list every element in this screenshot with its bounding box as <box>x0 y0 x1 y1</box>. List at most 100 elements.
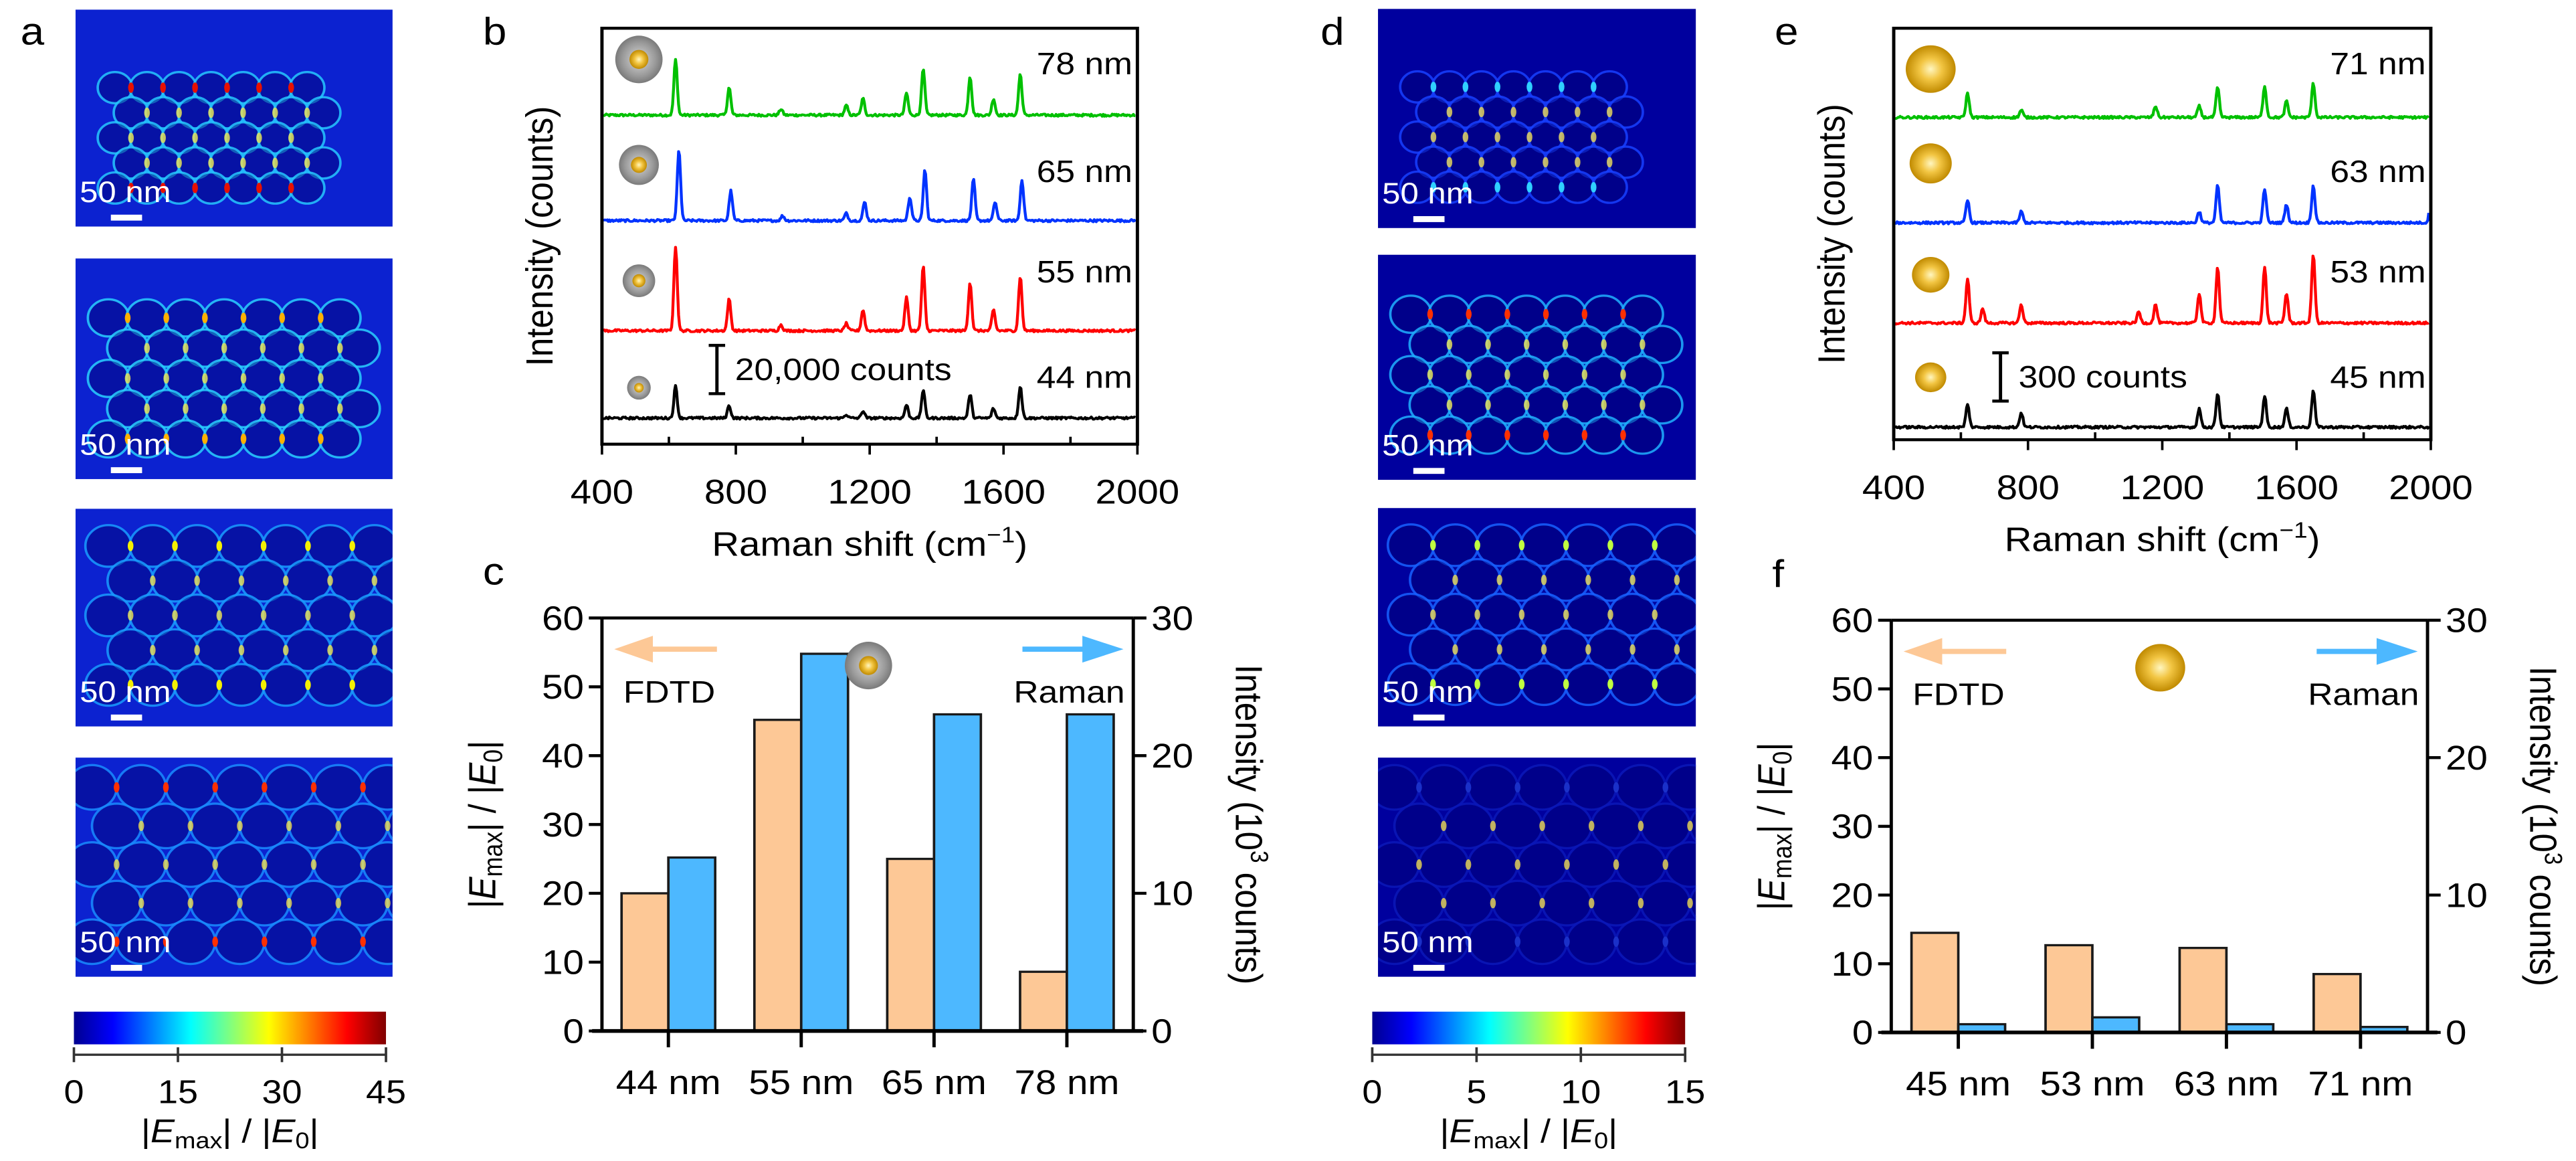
nanohole <box>213 918 266 966</box>
label-part-var2: E <box>462 762 504 786</box>
series-label: 53 nm <box>2330 255 2425 289</box>
hotspot <box>224 82 230 93</box>
right-y-tick-label: 20 <box>2446 739 2488 777</box>
nanohole <box>140 879 192 927</box>
bar-fdtd-44nm <box>620 892 670 1033</box>
label-part-sub2: 0 <box>1767 751 1797 765</box>
x-axis-label: Raman shift (cm−1) <box>712 523 1027 563</box>
nanohole <box>336 879 389 927</box>
nanohole <box>1664 764 1696 811</box>
arrow-left-icon <box>1903 638 1943 665</box>
hotspot <box>298 343 304 354</box>
hotspot <box>163 434 169 444</box>
hotspot <box>1496 644 1503 655</box>
nanohole <box>1442 879 1494 927</box>
hotspot <box>124 312 131 323</box>
label-part-var: E <box>1450 1113 1474 1150</box>
hotspot <box>1588 820 1595 832</box>
x-tick-label: 400 <box>1862 468 1925 507</box>
field-map-pattern <box>1378 764 1696 966</box>
hotspot <box>1416 859 1422 870</box>
nanohole <box>288 879 340 927</box>
nanohole <box>1688 887 1696 919</box>
bar-fdtd-55nm <box>753 719 803 1033</box>
field-map-pattern <box>1399 70 1644 204</box>
hotspot <box>262 936 268 948</box>
scale-bar-label: 50 nm <box>1382 925 1473 958</box>
hotspot <box>1474 609 1480 620</box>
hotspot <box>1613 782 1619 793</box>
x-axis-label-sup: −1 <box>2280 518 2308 543</box>
hotspot <box>160 132 166 143</box>
hotspot <box>212 936 218 948</box>
hotspot <box>192 82 198 93</box>
panel-label-a: a <box>21 9 45 52</box>
hotspot <box>240 157 246 169</box>
right-y-tick-label: 0 <box>2446 1014 2466 1052</box>
nanohole <box>217 662 266 707</box>
right-y-axis-label-sup: 3 <box>1245 851 1272 863</box>
arrow-right-icon <box>2376 638 2418 665</box>
hotspot <box>1613 936 1619 948</box>
right-y-tick-label: 30 <box>2446 602 2488 640</box>
hotspot <box>1640 339 1646 350</box>
right-y-tick-label: 30 <box>1151 600 1193 638</box>
hotspot <box>1416 936 1422 948</box>
gold-particle-icon <box>1914 362 1947 393</box>
hotspot <box>208 157 214 169</box>
gold-particle-icon <box>2135 644 2185 692</box>
hotspot <box>1474 679 1480 690</box>
hotspot <box>163 373 169 384</box>
label-part-mid: | / | <box>462 786 504 832</box>
hotspot <box>282 644 289 656</box>
bar-raman-55nm <box>799 652 850 1033</box>
label-part-var: E <box>1751 878 1793 901</box>
hotspot <box>262 859 268 870</box>
hotspot <box>127 679 134 691</box>
nanohole <box>238 802 290 850</box>
hotspot <box>336 343 343 354</box>
left-y-tick-label: 40 <box>1831 739 1874 777</box>
nanohole <box>1467 840 1519 888</box>
hotspot <box>1474 539 1480 551</box>
label-part-var: E <box>462 876 504 899</box>
hotspot <box>1478 157 1485 168</box>
scale-bar <box>1413 468 1445 474</box>
hotspot <box>1430 82 1437 92</box>
label-part-var2: E <box>271 1113 296 1150</box>
hotspot <box>183 343 189 354</box>
hotspot <box>1575 106 1581 118</box>
hotspot <box>272 107 278 118</box>
x-tick-label: 1600 <box>961 473 1046 511</box>
hotspot <box>1465 936 1472 948</box>
hotspot <box>1620 430 1626 441</box>
hotspot <box>144 157 151 169</box>
nanohole <box>1492 802 1544 850</box>
field-map-pattern <box>1386 523 1696 707</box>
left-y-tick-label: 0 <box>563 1012 583 1051</box>
spectrum-line-55nm <box>602 246 1136 334</box>
right-y-axis-label: Intensity (103 counts) <box>2522 666 2567 986</box>
hotspot <box>1465 782 1472 793</box>
x-axis-label: Raman shift (cm−1) <box>2005 518 2320 559</box>
hotspot <box>1662 859 1669 870</box>
nanohole <box>1582 415 1626 455</box>
hotspot <box>138 820 144 832</box>
hotspot <box>192 132 198 143</box>
hotspot <box>335 897 342 909</box>
x-tick-label: 71 nm <box>2308 1065 2413 1103</box>
field-map-pattern <box>84 524 393 707</box>
spectrum-line-45nm <box>1894 389 2430 430</box>
hotspot <box>1440 820 1447 832</box>
nanohole <box>280 419 324 459</box>
x-tick-label: 2000 <box>2389 468 2473 507</box>
hotspot <box>124 434 131 444</box>
x-tick-label: 55 nm <box>749 1064 854 1102</box>
colorbar-gradient <box>1372 1011 1686 1045</box>
intensity-scale-bar-label: 20,000 counts <box>735 353 952 387</box>
colorbar-tick-label: 0 <box>64 1073 84 1110</box>
scale-bar <box>1413 216 1445 222</box>
hotspot <box>202 373 208 384</box>
hotspot <box>1462 132 1469 143</box>
gold-particle-icon <box>1909 143 1952 184</box>
